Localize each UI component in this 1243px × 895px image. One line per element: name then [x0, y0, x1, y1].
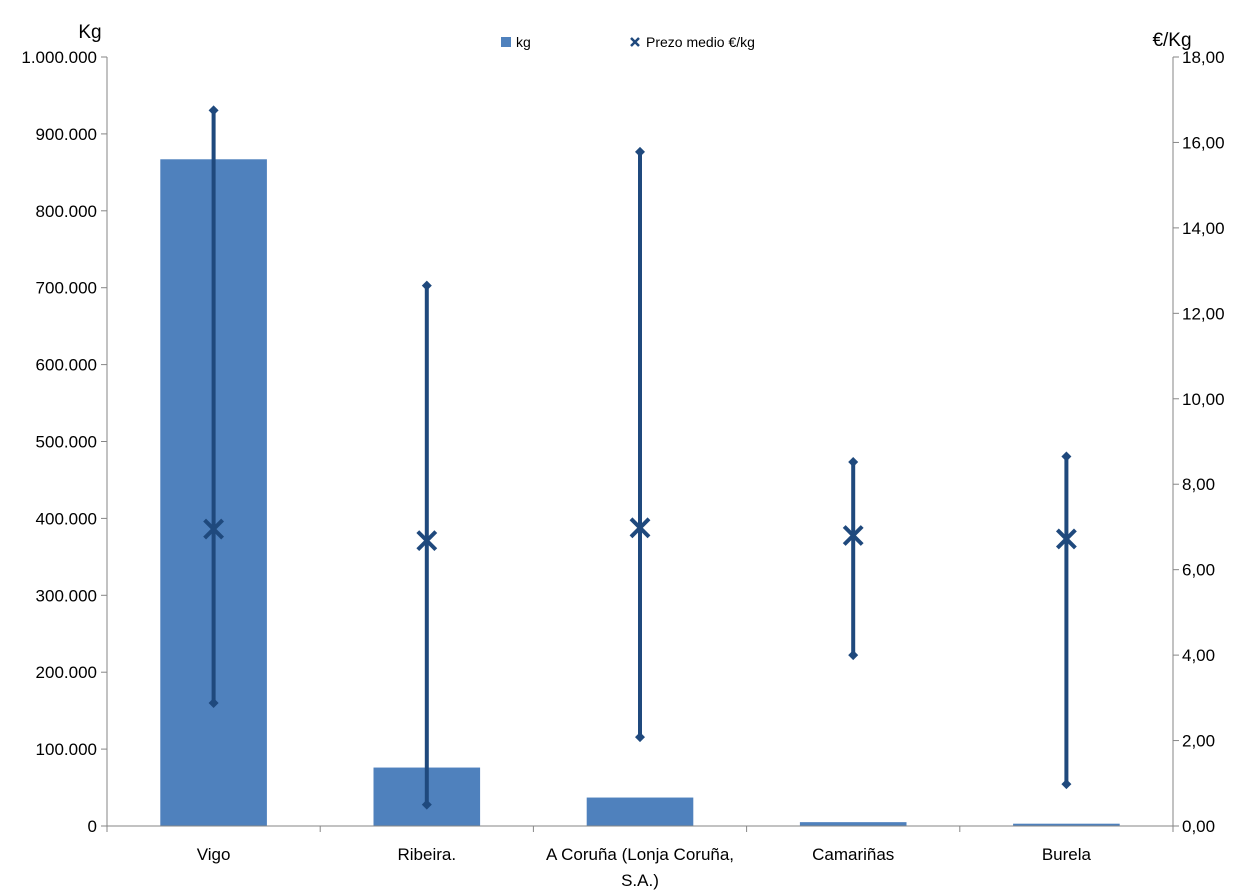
price-min-marker-4	[1061, 779, 1072, 790]
y-left-tick-label-0: 0	[88, 817, 97, 836]
y-left-tick-label-2: 200.000	[36, 663, 97, 682]
legend-kg-swatch	[501, 37, 511, 47]
price-max-marker-1	[421, 280, 432, 291]
y-left-tick-label-10: 1.000.000	[21, 48, 97, 67]
y-left-tick-label-1: 100.000	[36, 740, 97, 759]
x-category-label-3: Camariñas	[812, 845, 894, 864]
y-left-tick-label-7: 700.000	[36, 279, 97, 298]
price-min-marker-0	[208, 697, 219, 708]
price-average-marker-1	[416, 530, 438, 552]
price-average-marker-2	[629, 517, 651, 539]
x-category-label-1: Ribeira.	[398, 845, 457, 864]
legend-price-marker	[630, 37, 640, 47]
y-right-tick-label-3: 6,00	[1182, 561, 1215, 580]
y-right-tick-label-0: 0,00	[1182, 817, 1215, 836]
price-max-marker-0	[208, 105, 219, 116]
y-right-tick-label-2: 4,00	[1182, 646, 1215, 665]
y-axis-left-title: Kg	[78, 22, 101, 43]
y-right-tick-label-1: 2,00	[1182, 732, 1215, 751]
price-min-marker-3	[848, 650, 859, 661]
y-right-tick-label-9: 18,00	[1182, 48, 1225, 67]
y-right-tick-label-4: 8,00	[1182, 475, 1215, 494]
x-category-label-4: Burela	[1042, 845, 1092, 864]
price-average-marker-4	[1055, 528, 1077, 550]
legend-kg-label: kg	[516, 34, 531, 50]
y-left-tick-label-4: 400.000	[36, 509, 97, 528]
y-left-tick-label-9: 900.000	[36, 125, 97, 144]
axes	[101, 56, 1179, 832]
bar-2	[586, 797, 694, 826]
price-min-marker-2	[635, 732, 645, 743]
labels: 0 100.000 200.000 300.000 400.000 500.000 600.…	[21, 22, 1224, 890]
x-category-label-2-line-1: S.A.)	[621, 871, 659, 890]
y-right-tick-label-6: 12,00	[1182, 304, 1225, 323]
legend: kg Prezo medio €/kg	[501, 34, 755, 50]
y-axis-right-title: €/Kg	[1152, 30, 1191, 51]
price-max-marker-3	[848, 457, 859, 468]
bar-3	[799, 822, 907, 826]
y-left-tick-label-3: 300.000	[36, 586, 97, 605]
y-left-tick-label-6: 600.000	[36, 356, 97, 375]
price-range-series	[203, 105, 1077, 810]
legend-price-label: Prezo medio €/kg	[646, 34, 755, 50]
price-average-marker-3	[842, 525, 864, 546]
price-max-marker-4	[1061, 451, 1072, 462]
y-right-tick-label-5: 10,00	[1182, 390, 1225, 409]
y-left-tick-label-5: 500.000	[36, 433, 97, 452]
x-category-label-0: Vigo	[197, 845, 231, 864]
y-right-tick-label-7: 14,00	[1182, 219, 1225, 238]
price-min-marker-1	[421, 799, 432, 810]
bar-4	[1013, 823, 1120, 826]
price-average-marker-0	[203, 518, 225, 540]
y-left-tick-label-8: 800.000	[36, 202, 97, 221]
x-category-label-2-line-0: A Coruña (Lonja Coruña,	[546, 845, 734, 864]
y-right-tick-label-8: 16,00	[1182, 133, 1225, 152]
price-max-marker-2	[635, 146, 645, 157]
